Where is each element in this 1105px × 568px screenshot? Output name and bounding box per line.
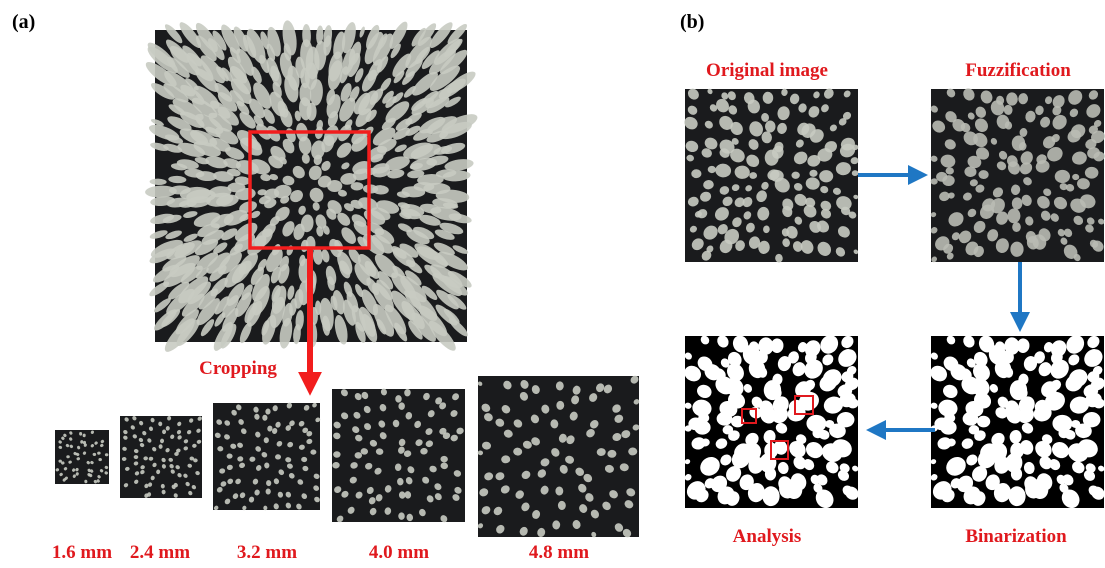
figure: (a) (b) Cropping 1.6 mm 2.4 mm 3.2 mm 4.… (0, 0, 1105, 568)
size-label: 2.4 mm (130, 542, 190, 563)
size-label: 1.6 mm (52, 542, 112, 563)
size-label: 4.8 mm (529, 542, 589, 563)
step-label: Fuzzification (965, 60, 1071, 81)
image (681, 332, 861, 512)
step-label: Original image (706, 60, 828, 81)
spot (355, 452, 363, 459)
image (682, 86, 859, 263)
image (332, 388, 465, 524)
image (213, 402, 321, 511)
spot (1010, 242, 1023, 257)
image (477, 374, 641, 539)
spot (395, 395, 402, 402)
image-bg (332, 389, 465, 522)
step-label: Binarization (965, 526, 1067, 547)
image (120, 415, 203, 498)
spot (749, 172, 757, 179)
spot (351, 182, 364, 191)
spot (1008, 486, 1025, 506)
step-label: Analysis (733, 526, 802, 547)
crop-label: Cropping (199, 358, 277, 379)
size-label: 4.0 mm (369, 542, 429, 563)
image (927, 332, 1105, 512)
spot (762, 486, 779, 506)
images (55, 19, 1105, 539)
size-label: 3.2 mm (237, 542, 297, 563)
panel-label: (b) (680, 11, 704, 33)
image (55, 430, 109, 484)
panel-label: (a) (12, 11, 35, 33)
image (929, 86, 1105, 263)
spot (134, 455, 139, 459)
